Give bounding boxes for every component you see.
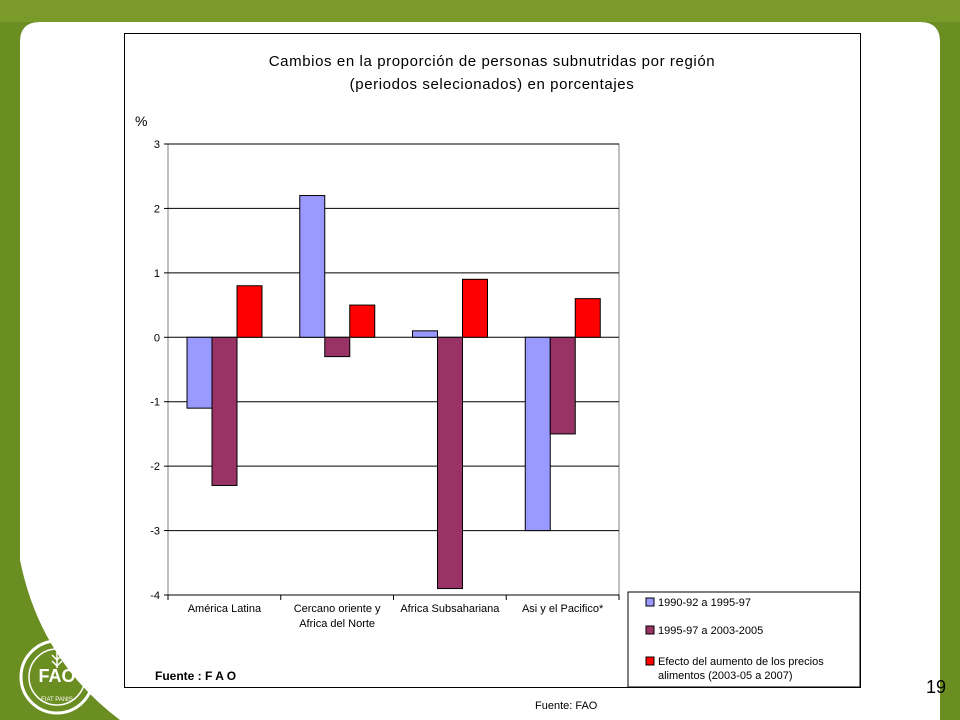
y-tick-label: -4 (150, 590, 160, 602)
category-label: América Latina (188, 603, 262, 615)
category-label: Africa Subsahariana (400, 603, 500, 615)
fao-logo: FAO FIAT PANIS (19, 639, 95, 715)
legend-label-3: Efecto del aumento de los precios (658, 656, 824, 668)
bar-series-2 (437, 336, 463, 590)
source-note: Fuente : F A O (155, 669, 236, 683)
bar-series-3 (236, 285, 263, 338)
fao-logo-text: FAO (38, 666, 75, 686)
y-tick-label: -3 (150, 526, 160, 538)
legend-swatch-3 (645, 656, 655, 666)
y-tick-label: 3 (154, 139, 160, 151)
bar-series-2 (549, 336, 576, 435)
chart-title-line1: Cambios en la proporción de personas sub… (269, 53, 715, 70)
fao-logo-motto: FIAT PANIS (41, 697, 73, 703)
y-tick-label: 2 (154, 203, 160, 215)
y-tick-label: 1 (154, 268, 160, 280)
legend-swatch-1 (645, 597, 655, 607)
legend-label-1: 1990-92 a 1995-97 (658, 597, 751, 609)
y-axis-label: % (135, 113, 147, 129)
y-tick-label: -1 (150, 397, 160, 409)
category-label: Africa del Norte (299, 618, 375, 630)
bar-series-3 (462, 278, 488, 338)
bar-series-3 (349, 304, 376, 338)
page-number: 19 (926, 677, 947, 697)
bar-chart: Cambios en la proporción de personas sub… (135, 53, 861, 688)
bar-series-2 (324, 336, 351, 358)
category-label: Asi y el Pacifico* (522, 603, 604, 615)
footer-source: Fuente: FAO (535, 700, 598, 712)
bar-series-1 (186, 336, 213, 409)
bar-series-1 (524, 336, 551, 532)
y-tick-label: 0 (154, 332, 160, 344)
legend (627, 591, 861, 688)
bar-series-1 (299, 195, 326, 338)
legend-label-2: 1995-97 a 2003-2005 (658, 625, 763, 637)
legend-swatch-2 (645, 625, 655, 635)
chart-title-line2: (periodos selecionados) en porcentajes (350, 76, 635, 93)
chart-frame: Cambios en la proporción de personas sub… (124, 33, 861, 688)
bar-series-1 (412, 330, 438, 338)
bar-series-3 (574, 298, 601, 338)
category-label: Cercano oriente y (294, 603, 381, 615)
legend-label-3: alimentos (2003-05 a 2007) (658, 670, 793, 682)
y-tick-label: -2 (150, 461, 160, 473)
bar-series-2 (211, 336, 238, 486)
